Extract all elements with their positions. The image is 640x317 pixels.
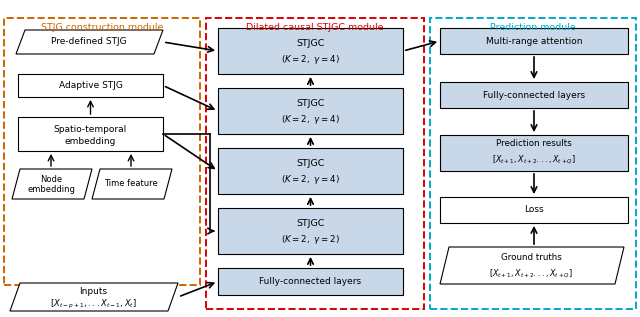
- Text: $[X_{t-p+1},...X_{t-1},X_t]$: $[X_{t-p+1},...X_{t-1},X_t]$: [49, 297, 136, 311]
- Text: embedding: embedding: [27, 185, 75, 195]
- Text: $[X_{t+1},X_{t+2}...,X_{t+Q}]$: $[X_{t+1},X_{t+2}...,X_{t+Q}]$: [490, 267, 573, 280]
- Bar: [218, 88, 403, 134]
- Text: embedding: embedding: [65, 137, 116, 146]
- Text: Time feature: Time feature: [104, 179, 158, 189]
- Text: Adaptive STJG: Adaptive STJG: [59, 81, 122, 90]
- Polygon shape: [440, 247, 624, 284]
- Text: STJGC: STJGC: [296, 99, 324, 107]
- Bar: [18, 74, 163, 97]
- Polygon shape: [12, 169, 92, 199]
- Bar: [440, 135, 628, 171]
- Text: Dilated causal STJGC module: Dilated causal STJGC module: [246, 23, 384, 31]
- Bar: [440, 28, 628, 54]
- Polygon shape: [92, 169, 172, 199]
- Bar: [218, 268, 403, 295]
- Text: Prediction module: Prediction module: [490, 23, 576, 31]
- Bar: [218, 28, 403, 74]
- Text: $(K=2,\ \gamma=4)$: $(K=2,\ \gamma=4)$: [281, 53, 340, 66]
- Bar: [440, 82, 628, 108]
- Text: STJGC: STJGC: [296, 218, 324, 228]
- Text: STJGC: STJGC: [296, 158, 324, 167]
- Text: Node: Node: [40, 176, 62, 184]
- Text: Spatio-temporal: Spatio-temporal: [54, 126, 127, 134]
- Text: $(K=2,\ \gamma=4)$: $(K=2,\ \gamma=4)$: [281, 113, 340, 126]
- Text: Inputs: Inputs: [79, 288, 107, 296]
- Text: $[X_{t+1},X_{t+2}...,X_{t+Q}]$: $[X_{t+1},X_{t+2}...,X_{t+Q}]$: [492, 154, 576, 166]
- Bar: [4, 18, 200, 285]
- Text: Prediction results: Prediction results: [496, 139, 572, 148]
- Text: STJG construction module: STJG construction module: [41, 23, 163, 31]
- Bar: [440, 197, 628, 223]
- Polygon shape: [10, 283, 178, 311]
- Text: Fully-connected layers: Fully-connected layers: [259, 277, 362, 286]
- Text: Loss: Loss: [524, 205, 544, 215]
- Text: $(K=2,\ \gamma=2)$: $(K=2,\ \gamma=2)$: [281, 232, 340, 245]
- Text: $(K=2,\ \gamma=4)$: $(K=2,\ \gamma=4)$: [281, 172, 340, 185]
- Bar: [18, 117, 163, 151]
- Text: Multi-range attention: Multi-range attention: [486, 36, 582, 46]
- Polygon shape: [16, 30, 163, 54]
- Text: Ground truths: Ground truths: [501, 253, 562, 262]
- Text: STJGC: STJGC: [296, 38, 324, 48]
- Text: Pre-defined STJG: Pre-defined STJG: [51, 37, 127, 47]
- Bar: [218, 148, 403, 194]
- Bar: [218, 208, 403, 254]
- Text: Fully-connected layers: Fully-connected layers: [483, 90, 585, 100]
- Bar: [206, 18, 424, 309]
- Bar: [430, 18, 636, 309]
